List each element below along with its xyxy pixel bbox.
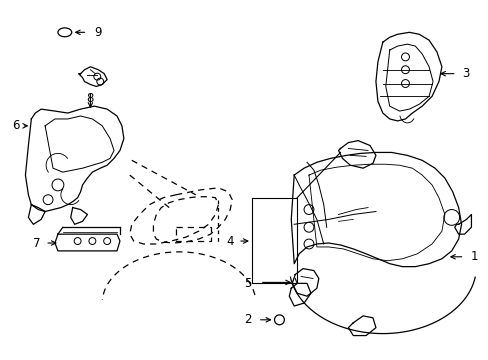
Text: 1: 1 [469,250,477,263]
Text: 3: 3 [462,67,469,80]
Text: 4: 4 [226,235,233,248]
Text: 9: 9 [94,26,102,39]
Ellipse shape [274,315,284,325]
Text: 7: 7 [34,237,41,249]
Text: 5: 5 [244,277,251,290]
Text: 6: 6 [12,120,20,132]
Text: 2: 2 [244,313,251,326]
Text: 8: 8 [86,92,94,105]
Ellipse shape [58,28,72,37]
